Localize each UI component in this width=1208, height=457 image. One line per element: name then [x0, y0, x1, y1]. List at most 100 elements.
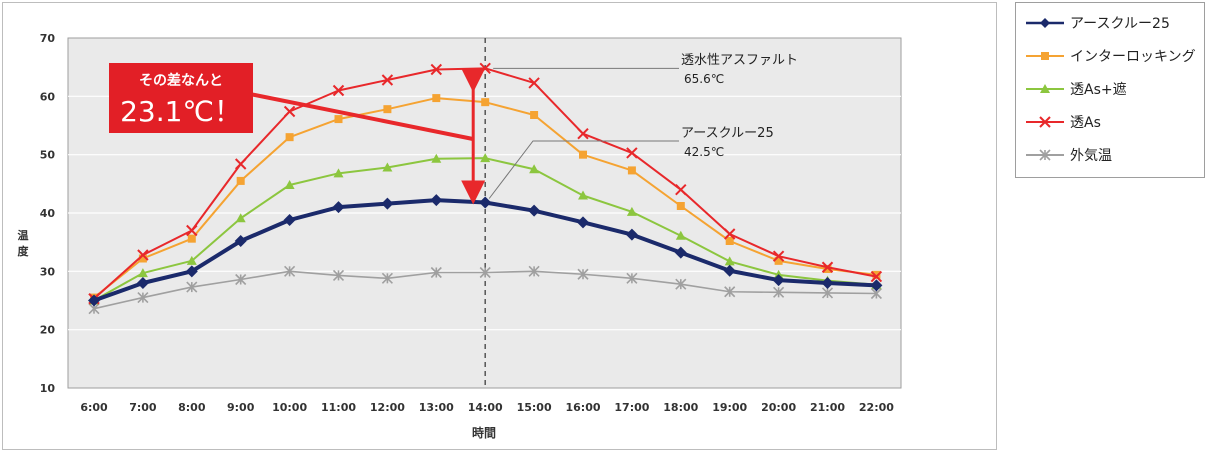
- legend-item: アースクルー25: [1026, 16, 1170, 32]
- marker-x: [1039, 116, 1051, 128]
- legend-item: 透As+遮: [1026, 82, 1127, 98]
- x-tick-label: 21:00: [810, 401, 845, 414]
- y-tick-label: 50: [40, 149, 56, 162]
- temperature-line-chart: 10 20 30 40 50 60 70 6:00 7:00 8:00 9:00 10:00 11:0…: [18, 32, 902, 440]
- marker-x-stroke: [332, 84, 345, 97]
- marker-diamond: [772, 274, 785, 287]
- marker-x-stroke: [577, 127, 589, 140]
- marker-diamond: [185, 265, 198, 278]
- marker-diamond: [234, 235, 247, 247]
- marker-triangle: [431, 153, 442, 163]
- legend-label: 外気温: [1070, 148, 1112, 164]
- marker-diamond: [1040, 18, 1050, 28]
- marker-x: [186, 224, 198, 237]
- callout-text-line2: 23.1℃！: [120, 95, 242, 128]
- x-tick-label: 11:00: [321, 401, 356, 414]
- marker-square: [481, 98, 490, 107]
- x-tick-label: 16:00: [565, 401, 600, 414]
- marker-x: [772, 250, 785, 262]
- marker-square: [138, 254, 147, 263]
- marker-star: [528, 265, 540, 277]
- marker-triangle: [186, 255, 197, 265]
- series-4: [88, 265, 882, 315]
- marker-diamond: [625, 228, 638, 241]
- annotation-asphalt-title: 透水性アスファルト: [681, 53, 798, 68]
- series-3: [88, 62, 883, 305]
- marker-triangle: [137, 268, 148, 278]
- marker-star: [430, 266, 442, 279]
- marker-triangle: [724, 256, 735, 266]
- marker-diamond: [136, 277, 149, 289]
- marker-x-stroke: [283, 105, 296, 118]
- marker-x: [577, 127, 589, 140]
- x-tick-label: 6:00: [80, 401, 108, 414]
- legend-label: アースクルー25: [1070, 16, 1170, 32]
- callout-pointer-line: [234, 89, 474, 141]
- marker-star: [724, 286, 736, 298]
- marker-diamond: [381, 197, 394, 210]
- legend-label: インターロッキング: [1070, 49, 1196, 65]
- x-axis-label: 時間: [472, 425, 496, 440]
- x-tick-label: 19:00: [712, 401, 747, 414]
- marker-star: [626, 272, 638, 284]
- marker-diamond: [332, 201, 345, 214]
- marker-diamond: [283, 214, 296, 226]
- chart-legend: アースクルー25 インターロッキング 透As+遮 透As 外気温: [1015, 2, 1205, 178]
- marker-star: [137, 292, 149, 304]
- marker-x: [528, 77, 540, 89]
- marker-diamond: [528, 204, 541, 217]
- x-tick-label: 14:00: [468, 401, 503, 414]
- x-tick-label: 12:00: [370, 401, 405, 414]
- marker-square: [383, 105, 392, 114]
- marker-x: [332, 84, 345, 97]
- x-tick-label: 9:00: [227, 401, 255, 414]
- marker-triangle: [529, 164, 540, 174]
- marker-x-stroke: [381, 74, 394, 86]
- marker-triangle: [235, 213, 246, 223]
- x-tick-label: 10:00: [272, 401, 307, 414]
- x-tick-label: 15:00: [517, 401, 552, 414]
- marker-x: [675, 183, 687, 196]
- chart-frame: 10 20 30 40 50 60 70 6:00 7:00 8:00 9:00 10:00 11:0…: [2, 2, 997, 450]
- x-tick-label: 7:00: [129, 401, 157, 414]
- y-axis-label: 温度: [18, 228, 30, 258]
- marker-star: [773, 286, 785, 298]
- marker-square: [579, 150, 587, 159]
- marker-x-stroke: [430, 63, 443, 76]
- y-tick-label: 40: [40, 207, 56, 220]
- marker-x-stroke: [1039, 116, 1051, 128]
- marker-star: [332, 269, 345, 281]
- legend-item: 外気温: [1026, 148, 1112, 164]
- marker-triangle: [675, 230, 686, 240]
- marker-x: [137, 249, 149, 261]
- y-axis-label-char: 度: [18, 244, 30, 258]
- marker-x-stroke: [528, 77, 540, 89]
- marker-x-stroke: [870, 270, 883, 283]
- marker-diamond: [870, 279, 883, 292]
- x-tick-label: 22:00: [859, 401, 894, 414]
- x-tick-label: 20:00: [761, 401, 796, 414]
- marker-square: [725, 237, 734, 245]
- marker-x: [626, 147, 638, 159]
- marker-x-stroke: [137, 249, 149, 261]
- marker-triangle: [284, 180, 295, 189]
- marker-diamond: [821, 277, 834, 289]
- marker-x: [870, 270, 883, 283]
- legend-label: 透As+遮: [1070, 82, 1127, 98]
- marker-triangle: [578, 190, 588, 200]
- marker-star: [284, 265, 296, 277]
- marker-star: [186, 281, 198, 293]
- y-axis-ticks: 10 20 30 40 50 60 70: [40, 32, 56, 395]
- y-tick-label: 60: [40, 90, 56, 103]
- series-0: [88, 194, 883, 307]
- marker-x: [430, 63, 443, 76]
- marker-x-stroke: [234, 158, 247, 170]
- series-layer: [88, 62, 883, 315]
- annotation-earthcrew-value: 42.5℃: [684, 145, 724, 159]
- y-tick-label: 20: [40, 324, 56, 337]
- legend-item: インターロッキング: [1026, 49, 1196, 65]
- y-axis-label-char: 温: [18, 228, 29, 242]
- marker-star: [1039, 149, 1051, 161]
- marker-x-stroke: [675, 183, 687, 196]
